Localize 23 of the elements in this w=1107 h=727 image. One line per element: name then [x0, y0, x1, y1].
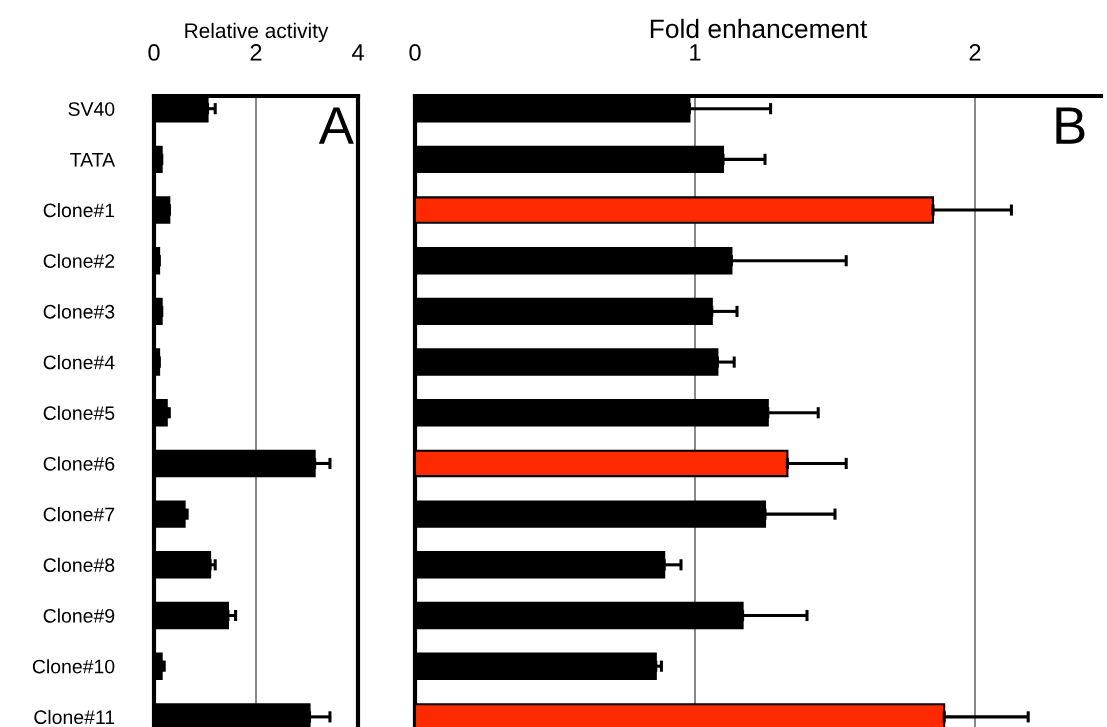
y-tick-label: Clone#6 [43, 456, 115, 471]
y-tick-label: TATA [70, 153, 116, 167]
y-tick-label: Clone#11 [34, 709, 115, 725]
x-tick-label: 2 [969, 44, 981, 61]
x-tick-label: 4 [351, 44, 364, 61]
x-tick-label: 0 [409, 44, 421, 61]
y-tick-label: SV40 [68, 102, 115, 116]
x-tick-label: 2 [250, 44, 262, 61]
y-tick-label: Clone#2 [43, 253, 115, 268]
y-tick-label: Clone#1 [43, 202, 115, 218]
y-tick-label: Clone#8 [43, 557, 115, 573]
y-tick-label: Clone#4 [43, 355, 115, 370]
y-tick-label: Clone#9 [43, 608, 115, 623]
y-tick-label: Clone#7 [43, 507, 115, 522]
x-axis-title: Fold enhancement [650, 18, 868, 39]
annotation: A [318, 107, 354, 144]
x-tick-label: 0 [148, 44, 160, 61]
x-axis-title: Relative activity [185, 22, 329, 43]
y-tick-label: Clone#5 [43, 405, 115, 420]
x-tick-label: 1 [690, 44, 701, 61]
y-tick-label: Clone#3 [43, 304, 115, 319]
annotation: B [1056, 107, 1085, 144]
y-tick-label: Clone#10 [32, 659, 115, 674]
